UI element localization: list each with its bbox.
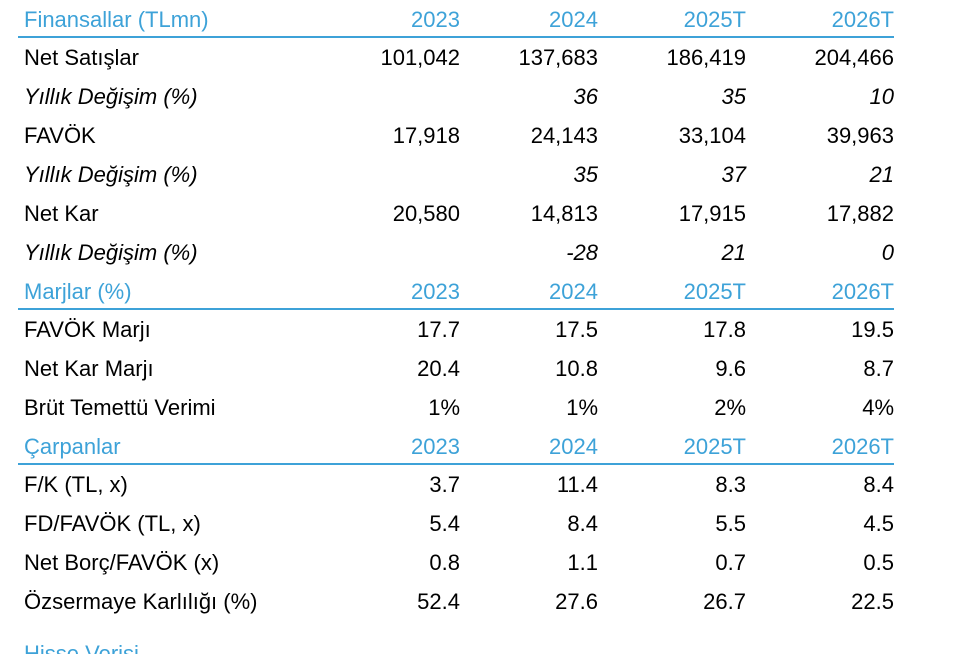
row-label: FAVÖK: [24, 122, 96, 148]
table-cell: 21: [869, 161, 894, 187]
row-label: Net Satışlar: [24, 44, 139, 70]
table-cell: 24,143: [530, 122, 598, 148]
table-cell: 21: [721, 239, 746, 265]
table-cell: 0.5: [863, 549, 894, 575]
table-cell: 17,918: [392, 122, 460, 148]
section-header-hisse-verisi: Hisse Verisi: [24, 641, 139, 654]
table-row: Net Satışlar 101,042 137,683 186,419 204,466: [18, 38, 894, 77]
table-row: Brüt Temettü Verimi 1% 1% 2% 4%: [18, 388, 894, 427]
row-label: Brüt Temettü Verimi: [24, 394, 216, 420]
table-cell: 4.5: [863, 510, 894, 536]
year-header: 2024: [549, 279, 598, 304]
table-row: Yıllık Değişim (%) 36 35 10: [18, 77, 894, 116]
year-header: 2024: [549, 7, 598, 32]
table-cell: 52.4: [417, 588, 460, 614]
row-label: Net Kar Marjı: [24, 355, 154, 381]
row-label: FD/FAVÖK (TL, x): [24, 510, 201, 536]
table-cell: 10.8: [555, 355, 598, 381]
table-cell: 8.3: [715, 471, 746, 497]
table-cell: 17.8: [703, 316, 746, 342]
table-cell: 5.5: [715, 510, 746, 536]
table-row: Net Borç/FAVÖK (x) 0.8 1.1 0.7 0.5: [18, 543, 894, 582]
table-row: FAVÖK Marjı 17.7 17.5 17.8 19.5: [18, 310, 894, 349]
table-cell: 1%: [428, 394, 460, 420]
table-cell: 37: [721, 161, 746, 187]
year-header: 2025T: [683, 7, 746, 32]
table-row: FAVÖK 17,918 24,143 33,104 39,963: [18, 116, 894, 155]
year-header: 2023: [411, 279, 460, 304]
table-cell: 3.7: [429, 471, 460, 497]
table-cell: 1%: [566, 394, 598, 420]
section-title: Marjlar (%): [24, 279, 132, 304]
table-cell: 8.4: [567, 510, 598, 536]
table-cell: 17.7: [417, 316, 460, 342]
section-header: Finansallar (TLmn) 2023 2024 2025T 2026T: [18, 0, 894, 38]
table-cell: 186,419: [666, 44, 746, 70]
section-header: Marjlar (%) 2023 2024 2025T 2026T: [18, 272, 894, 310]
table-cell: 0: [881, 239, 894, 265]
table-cell: 10: [869, 83, 894, 109]
row-label: Yıllık Değişim (%): [24, 161, 198, 187]
table-cell: 35: [721, 83, 746, 109]
year-header: 2026T: [831, 7, 894, 32]
year-header: 2023: [411, 434, 460, 459]
year-header: 2026T: [831, 279, 894, 304]
table-row: Net Kar 20,580 14,813 17,915 17,882: [18, 194, 894, 233]
table-row: Net Kar Marjı 20.4 10.8 9.6 8.7: [18, 349, 894, 388]
row-label: F/K (TL, x): [24, 471, 128, 497]
table-row: Yıllık Değişim (%) 35 37 21: [18, 155, 894, 194]
table-cell: 35: [573, 161, 598, 187]
table-cell: 204,466: [814, 44, 894, 70]
table-cell: 17.5: [555, 316, 598, 342]
row-label: Yıllık Değişim (%): [24, 239, 198, 265]
table-cell: 11.4: [556, 471, 598, 497]
table-cell: 36: [573, 83, 598, 109]
table-cell: 17,882: [826, 200, 894, 226]
table-cell: 14,813: [530, 200, 598, 226]
table-row: FD/FAVÖK (TL, x) 5.4 8.4 5.5 4.5: [18, 504, 894, 543]
year-header: 2025T: [683, 434, 746, 459]
table-row: Yıllık Değişim (%) -28 21 0: [18, 233, 894, 272]
table-cell: 22.5: [851, 588, 894, 614]
year-header: 2024: [549, 434, 598, 459]
table-cell: 4%: [862, 394, 894, 420]
year-header: 2026T: [831, 434, 894, 459]
table-cell: -28: [566, 239, 598, 265]
row-label: Özsermaye Karlılığı (%): [24, 588, 258, 614]
table-cell: 5.4: [429, 510, 460, 536]
year-header: 2025T: [683, 279, 746, 304]
table-cell: 8.7: [863, 355, 894, 381]
table-cell: 26.7: [703, 588, 746, 614]
section-title: Çarpanlar: [24, 434, 121, 459]
table-row: F/K (TL, x) 3.7 11.4 8.3 8.4: [18, 465, 894, 504]
table-row: Özsermaye Karlılığı (%) 52.4 27.6 26.7 22.5: [18, 582, 894, 621]
table-cell: 33,104: [678, 122, 746, 148]
table-cell: 0.8: [429, 549, 460, 575]
table-cell: 19.5: [851, 316, 894, 342]
table-cell: 8.4: [863, 471, 894, 497]
row-label: Yıllık Değişim (%): [24, 83, 198, 109]
table-cell: 17,915: [678, 200, 746, 226]
row-label: Net Kar: [24, 200, 99, 226]
table-cell: 137,683: [518, 44, 598, 70]
table-cell: 39,963: [826, 122, 894, 148]
table-cell: 9.6: [715, 355, 746, 381]
section-title: Finansallar (TLmn): [24, 7, 209, 32]
row-label: FAVÖK Marjı: [24, 316, 151, 342]
table-cell: 2%: [714, 394, 746, 420]
row-label: Net Borç/FAVÖK (x): [24, 549, 220, 575]
table-cell: 101,042: [380, 44, 460, 70]
table-cell: 27.6: [555, 588, 598, 614]
table-cell: 20.4: [417, 355, 460, 381]
table-cell: 1.1: [567, 549, 598, 575]
table-cell: 0.7: [715, 549, 746, 575]
year-header: 2023: [411, 7, 460, 32]
financial-table: Finansallar (TLmn) 2023 2024 2025T 2026T Net …: [18, 0, 894, 621]
section-header: Çarpanlar 2023 2024 2025T 2026T: [18, 427, 894, 465]
table-cell: 20,580: [392, 200, 460, 226]
